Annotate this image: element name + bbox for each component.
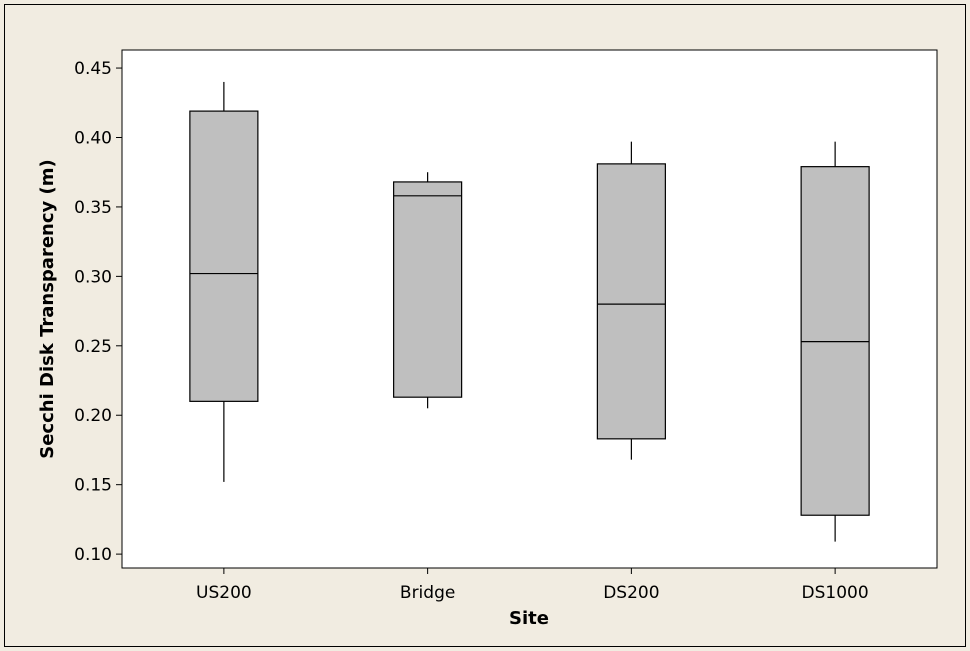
y-tick-label: 0.35 — [74, 198, 112, 218]
y-tick-label: 0.15 — [74, 476, 112, 496]
y-tick-label: 0.20 — [74, 406, 112, 426]
y-tick-label: 0.30 — [74, 267, 112, 287]
chart-svg: 0.10 0.15 0.20 0.25 0.30 0.35 0.40 0.45 US200 Br… — [37, 49, 938, 629]
x-axis-title: Site — [509, 608, 549, 629]
box-ds1000 — [800, 141, 870, 542]
box-series — [189, 81, 870, 542]
chart-frame: 0.10 0.15 0.20 0.25 0.30 0.35 0.40 0.45 US200 Br… — [4, 4, 966, 647]
y-tick-label: 0.40 — [74, 128, 112, 148]
x-tick-label: Bridge — [400, 583, 455, 603]
box-us200 — [189, 81, 259, 482]
y-tick-label: 0.25 — [74, 337, 112, 357]
box-iqr — [189, 110, 259, 402]
x-tick-label: DS1000 — [802, 583, 869, 603]
x-tick-label: US200 — [196, 583, 252, 603]
box-ds200 — [596, 141, 666, 460]
box-iqr — [800, 166, 870, 516]
box-iqr — [393, 181, 463, 398]
x-tick-label: DS200 — [603, 583, 659, 603]
y-axis: 0.10 0.15 0.20 0.25 0.30 0.35 0.40 0.45 — [74, 59, 122, 565]
y-axis-title: Secchi Disk Transparency (m) — [37, 159, 58, 459]
box-iqr — [596, 163, 666, 440]
x-axis: US200 Bridge DS200 DS1000 — [196, 568, 869, 603]
y-tick-label: 0.45 — [74, 59, 112, 79]
y-tick-label: 0.10 — [74, 545, 112, 565]
box-bridge — [393, 172, 463, 409]
